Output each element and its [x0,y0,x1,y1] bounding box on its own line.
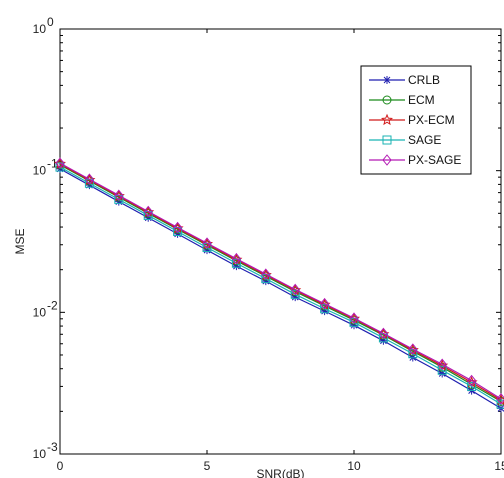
data-point-crlb [291,293,300,302]
data-point-px-sage [172,221,183,234]
legend-swatch-marker [382,135,392,145]
series-sage [55,162,504,409]
series-line-px-ecm [59,163,502,401]
data-point-crlb [379,336,388,345]
data-point-px-sage [143,205,153,218]
data-point-px-sage [319,297,330,310]
data-point-px-sage [202,237,212,249]
data-point-px-sage [466,374,477,387]
data-point-px-sage [378,327,389,340]
x-tick-label: 0 [57,459,64,473]
data-point-sage [467,381,477,391]
data-point-crlb [203,246,211,255]
data-point-px-sage [114,189,124,202]
data-point-px-sage [290,283,300,296]
legend-label: PX-SAGE [408,153,461,167]
legend-swatch-marker [382,154,392,166]
series-line-sage [59,166,502,405]
data-point-px-sage [349,312,359,324]
legend-swatch-marker [382,95,392,105]
data-point-px-sage [437,358,447,371]
series-line-ecm [59,164,502,402]
series-px-sage [55,157,504,405]
y-tick-label: 10 [33,164,47,178]
x-tick-label: 15 [494,459,504,473]
legend-entry-sage: SAGE [369,133,441,147]
x-tick-label: 10 [347,459,361,473]
legend-swatch-marker [381,113,393,126]
y-tick-exponent: -3 [47,440,58,454]
data-point-px-sage [261,268,271,280]
legend: CRLB ECM PX-ECM SAGE PX-SAGE [360,65,472,175]
data-point-sage [320,304,330,314]
legend-entry-px-sage: PX-SAGE [369,153,461,167]
y-tick-label: 10 [33,447,47,461]
data-point-px-sage [84,173,95,186]
y-tick-exponent: -1 [47,157,58,171]
legend-label: PX-ECM [408,113,455,127]
data-point-sage [290,289,300,299]
legend-label: ECM [408,93,435,107]
y-tick-label: 10 [33,22,47,36]
data-point-crlb [350,321,358,330]
y-tick-exponent: -2 [47,298,58,312]
y-tick-exponent: 0 [47,15,54,29]
legend-swatch-marker [383,76,391,84]
data-point-px-sage [55,157,65,169]
data-point-crlb [438,369,447,378]
y-axis-label: MSE [13,228,27,254]
series-line-px-sage [59,162,502,400]
data-point-sage [496,399,504,409]
data-point-crlb [320,307,329,316]
legend-entry-px-ecm: PX-ECM [369,113,455,127]
legend-label: CRLB [408,73,440,87]
data-point-sage [55,162,65,172]
legend-entry-crlb: CRLB [369,73,440,87]
series-layer [53,157,504,413]
x-tick-label: 5 [204,459,211,473]
data-point-crlb [232,262,241,271]
series-line-crlb [59,168,502,409]
legend-entry-ecm: ECM [369,93,435,107]
data-point-crlb [261,277,270,286]
data-point-px-sage [231,252,242,265]
legend-label: SAGE [408,133,441,147]
x-axis-label: SNR(dB) [256,467,304,478]
y-tick-label: 10 [33,305,47,319]
data-point-px-sage [408,343,418,355]
data-point-sage [437,365,447,375]
